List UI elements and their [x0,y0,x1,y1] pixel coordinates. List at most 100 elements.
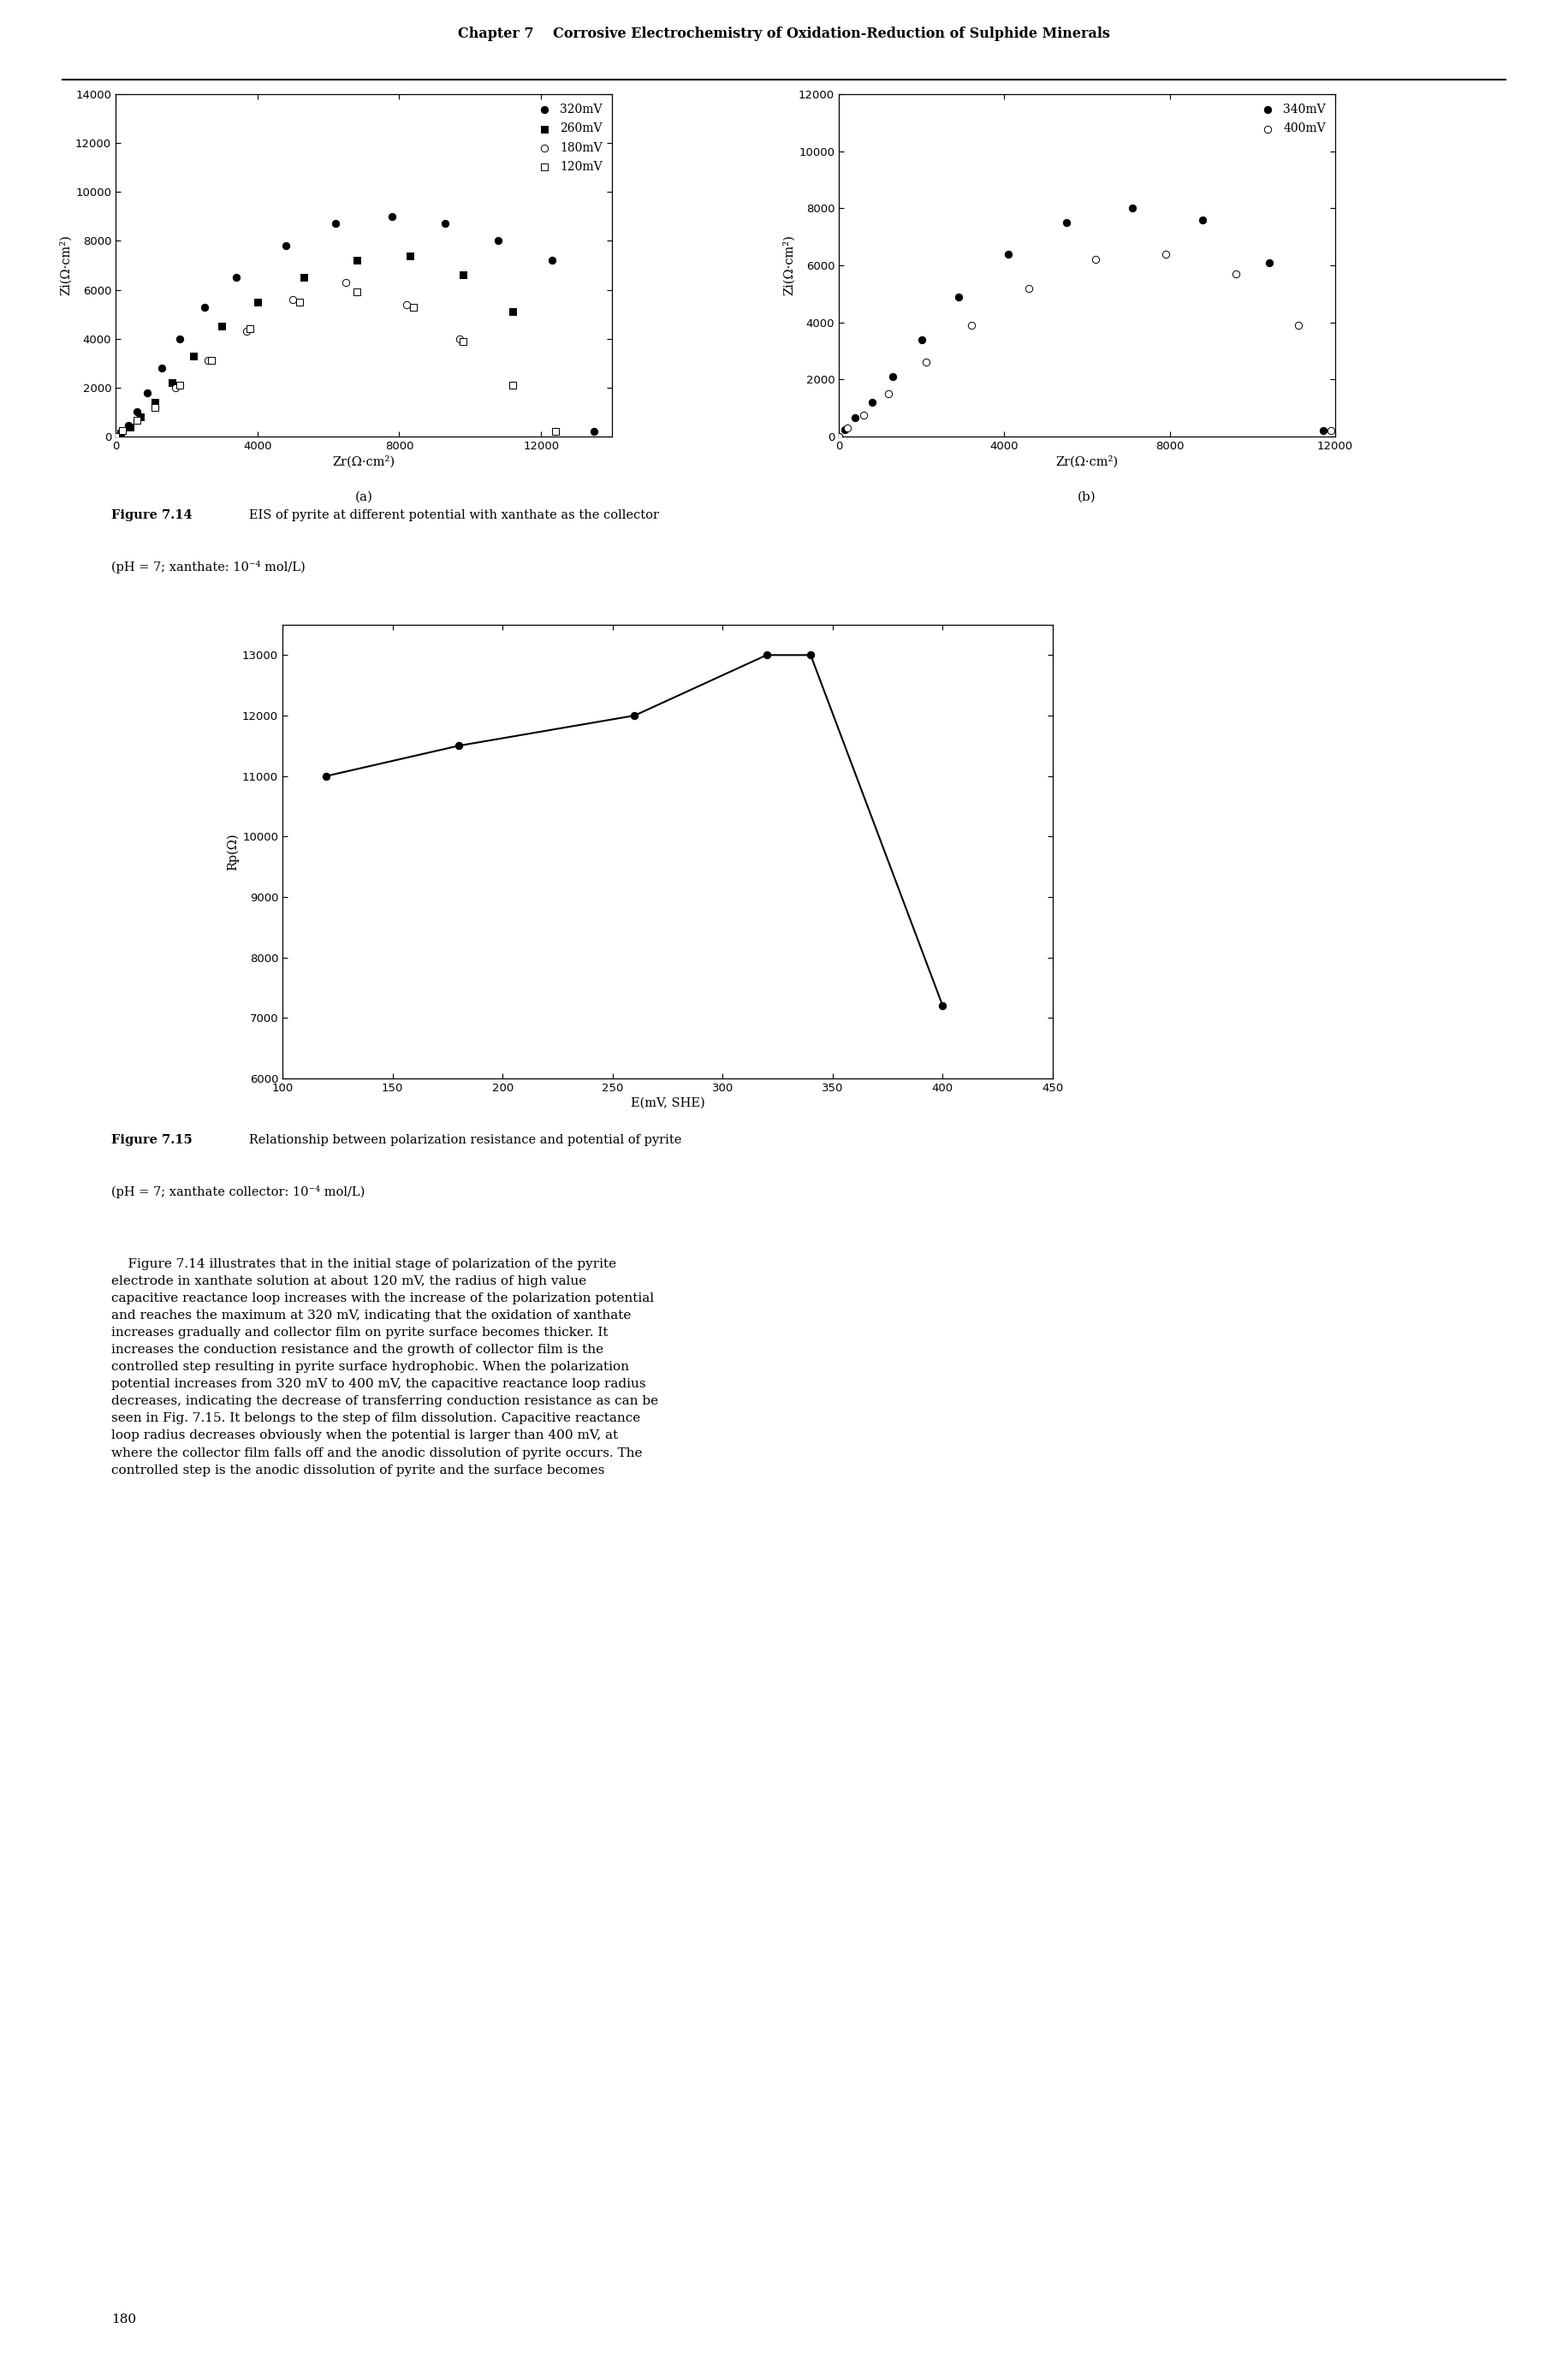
Point [199,342,224,380]
X-axis label: E(mV, SHE): E(mV, SHE) [630,1098,704,1110]
Point [500,366,525,404]
Point [135,373,160,411]
Point [834,409,859,447]
Y-axis label: Zi(Ω·cm²): Zi(Ω·cm²) [60,235,72,295]
Point [103,418,129,456]
Point [543,413,568,451]
Point [851,397,877,435]
Point [163,368,188,406]
Point [103,418,129,456]
Point [110,411,135,449]
Point [343,242,368,280]
Point [287,283,312,321]
Point [1054,204,1079,242]
Point [500,366,525,404]
Point [108,413,133,451]
Point [273,226,298,264]
Point [500,292,525,330]
Point [124,402,149,440]
Point [826,418,851,456]
Text: Figure 7.14: Figure 7.14 [111,508,193,520]
Point [582,413,607,451]
Point [930,986,955,1024]
Point [323,204,348,242]
Point [913,342,938,380]
Point [1190,200,1215,238]
Point [314,758,339,796]
Point [143,387,168,425]
Text: (pH = 7; xanthate: 10⁻⁴ mol/L): (pH = 7; xanthate: 10⁻⁴ mol/L) [111,561,306,573]
Point [1120,190,1145,228]
Text: Chapter 7    Corrosive Electrochemistry of Oxidation-Reduction of Sulphide Miner: Chapter 7 Corrosive Electrochemistry of … [458,26,1110,40]
Point [946,278,971,316]
Point [103,418,129,456]
Point [1152,235,1178,273]
Point [149,349,174,387]
Point [450,257,475,295]
Point [124,402,149,440]
Legend: 320mV, 260mV, 180mV, 120mV: 320mV, 260mV, 180mV, 120mV [528,100,605,176]
Point [958,307,983,345]
Point [826,418,851,456]
Point [103,418,129,456]
Point [166,321,191,359]
Point [124,392,149,430]
Legend: 340mV, 400mV: 340mV, 400mV [1253,100,1330,138]
Point [909,321,935,359]
Point [110,411,135,449]
Point [180,337,205,375]
Point [445,727,470,765]
Text: Figure 7.14 illustrates that in the initial stage of polarization of the pyrite
: Figure 7.14 illustrates that in the init… [111,1259,659,1475]
Text: (b): (b) [1077,492,1096,504]
Point [1256,242,1281,280]
Point [245,283,270,321]
Point [160,364,185,402]
Point [543,413,568,451]
Point [1319,411,1344,449]
X-axis label: Zr(Ω·cm²): Zr(Ω·cm²) [332,456,395,468]
Point [129,397,154,435]
Point [842,399,867,437]
Point [224,259,249,297]
Point [238,309,263,347]
Point [397,238,422,276]
Point [116,406,141,444]
Point [1083,240,1109,278]
Point [343,273,368,311]
Point [194,342,220,380]
Text: (pH = 7; xanthate collector: 10⁻⁴ mol/L): (pH = 7; xanthate collector: 10⁻⁴ mol/L) [111,1186,365,1198]
Point [754,637,779,675]
Point [996,235,1021,273]
Point [166,366,191,404]
Point [143,383,168,421]
Y-axis label: Zi(Ω·cm²): Zi(Ω·cm²) [782,235,795,295]
Point [210,307,235,345]
Point [450,323,475,361]
Text: Figure 7.15: Figure 7.15 [111,1133,193,1145]
Point [447,321,472,359]
Point [191,287,216,326]
Point [394,285,419,323]
Point [486,221,511,259]
Y-axis label: Rp(Ω): Rp(Ω) [226,834,238,870]
Text: Relationship between polarization resistance and potential of pyrite: Relationship between polarization resist… [237,1133,682,1145]
Text: 180: 180 [111,2314,136,2326]
Point [401,287,426,326]
Point [433,204,458,242]
Point [1223,254,1248,292]
Point [118,409,143,447]
Text: (a): (a) [354,492,373,504]
Point [880,359,905,397]
Point [622,696,648,734]
Point [543,413,568,451]
Point [292,259,317,297]
X-axis label: Zr(Ω·cm²): Zr(Ω·cm²) [1055,456,1118,468]
Text: EIS of pyrite at different potential with xanthate as the collector: EIS of pyrite at different potential wit… [237,508,659,520]
Point [379,197,405,235]
Point [1286,307,1311,345]
Point [143,387,168,425]
Point [539,242,564,280]
Point [234,311,259,349]
Point [334,264,359,302]
Point [1016,268,1041,307]
